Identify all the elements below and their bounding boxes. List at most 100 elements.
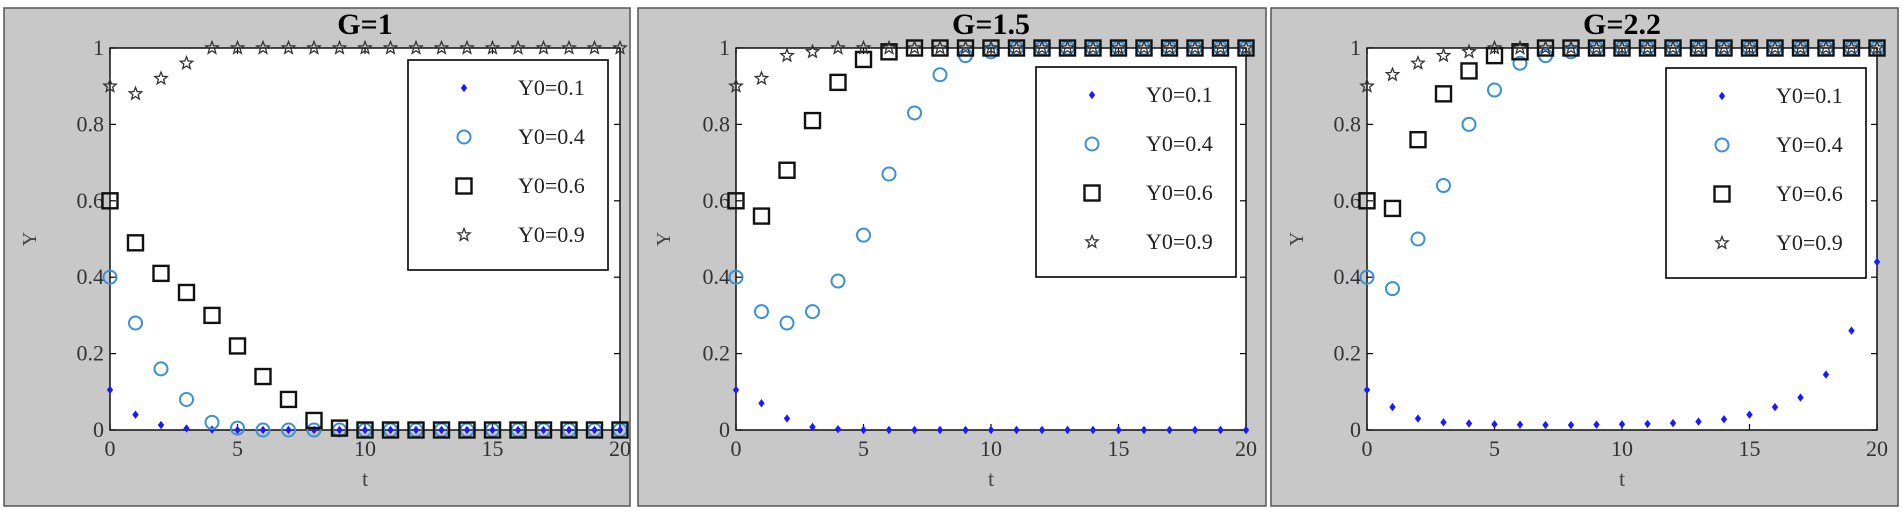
- data-point: [1064, 425, 1071, 435]
- data-point: [230, 420, 245, 436]
- data-point: [1187, 39, 1203, 55]
- data-point: [459, 39, 475, 55]
- data-point: [153, 361, 169, 377]
- y-tick-label: 0.6: [77, 188, 105, 213]
- data-point: [1440, 418, 1447, 427]
- legend-marker: [1084, 233, 1100, 249]
- chart-title: G=1: [337, 8, 392, 41]
- data-point: [1644, 419, 1651, 429]
- data-point: [1588, 39, 1605, 55]
- series-3: [1358, 39, 1886, 218]
- data-point: [1410, 231, 1426, 247]
- data-point: [153, 70, 169, 86]
- data-point: [1593, 420, 1600, 429]
- data-point: [234, 425, 241, 435]
- data-point: [932, 67, 948, 83]
- data-point: [854, 50, 873, 69]
- data-point: [1542, 420, 1549, 430]
- y-tick-label: 0.2: [77, 341, 105, 366]
- data-point: [829, 73, 847, 92]
- data-point: [1110, 39, 1127, 55]
- data-point: [387, 425, 394, 435]
- y-tick-label: 1: [719, 35, 730, 60]
- data-point: [534, 421, 553, 439]
- data-point: [1434, 85, 1453, 103]
- data-point: [855, 39, 872, 55]
- x-axis-label: t: [362, 466, 368, 491]
- data-point: [1389, 402, 1396, 412]
- data-point: [463, 425, 471, 435]
- chart-title: G=1.5: [952, 8, 1030, 41]
- data-point: [1873, 257, 1881, 267]
- data-point: [1242, 425, 1250, 435]
- data-point: [1460, 62, 1478, 80]
- data-point: [585, 421, 604, 439]
- data-point: [157, 420, 165, 430]
- data-point: [1461, 116, 1477, 132]
- data-point: [728, 77, 744, 93]
- legend-entry: Y0=0.4: [518, 124, 585, 149]
- y-tick-label: 0.8: [703, 111, 731, 136]
- data-point: [285, 425, 292, 435]
- data-point: [1034, 39, 1050, 55]
- data-point: [754, 304, 769, 320]
- data-point: [752, 207, 771, 225]
- legend-box: [407, 59, 609, 271]
- data-point: [177, 283, 196, 302]
- data-point: [1818, 39, 1834, 55]
- data-point: [1435, 47, 1452, 63]
- data-point: [803, 111, 822, 130]
- data-point: [885, 425, 893, 435]
- data-point: [381, 421, 400, 439]
- data-point: [432, 421, 451, 439]
- data-point: [1486, 39, 1503, 55]
- legend: Y0=0.1 Y0=0.4 Y0=0.6 Y0=0.9: [407, 59, 609, 271]
- data-point: [1383, 199, 1402, 218]
- data-point: [1384, 66, 1401, 82]
- data-point: [1716, 39, 1732, 55]
- data-point: [880, 43, 898, 61]
- data-point: [438, 425, 445, 435]
- data-point: [830, 273, 846, 289]
- data-point: [805, 304, 820, 320]
- legend-entry: Y0=0.9: [518, 222, 585, 247]
- data-point: [361, 425, 369, 435]
- legend-marker: [460, 83, 468, 93]
- data-point: [1414, 414, 1422, 423]
- data-point: [203, 306, 221, 325]
- data-point: [932, 39, 948, 55]
- data-point: [809, 422, 816, 432]
- data-point: [336, 425, 343, 435]
- data-point: [881, 39, 897, 55]
- data-point: [433, 39, 450, 55]
- data-point: [1771, 402, 1779, 412]
- data-point: [561, 39, 577, 55]
- data-point: [830, 39, 846, 55]
- chart-panel-3: 0 5 10 15 2000.20.40.60.81tYG=2.2Y0=0.1Y0=0.…: [1270, 7, 1899, 507]
- data-point: [1512, 39, 1528, 55]
- data-point: [1359, 269, 1375, 285]
- x-tick-label: 0: [105, 436, 116, 461]
- data-point: [1238, 39, 1254, 55]
- legend-entry: Y0=0.9: [1146, 229, 1213, 254]
- data-point: [586, 39, 603, 55]
- data-point: [1720, 415, 1728, 424]
- legend: Y0=0.1 Y0=0.4 Y0=0.6 Y0=0.9: [1665, 67, 1867, 279]
- x-tick-label: 10: [354, 436, 376, 461]
- data-point: [1695, 417, 1702, 426]
- data-point: [1013, 425, 1020, 435]
- data-point: [758, 399, 765, 408]
- data-point: [458, 421, 476, 439]
- data-point: [331, 39, 348, 55]
- y-tick-label: 1: [1350, 35, 1361, 60]
- data-point: [779, 315, 795, 331]
- data-point: [412, 425, 420, 435]
- data-point: [1567, 420, 1575, 430]
- data-point: [128, 315, 143, 331]
- x-tick-label: 20: [609, 436, 631, 461]
- y-axis-label: Y: [19, 232, 41, 246]
- data-point: [1614, 39, 1630, 55]
- data-point: [1487, 82, 1502, 98]
- data-point: [382, 39, 399, 55]
- legend-entry: Y0=0.1: [518, 75, 585, 100]
